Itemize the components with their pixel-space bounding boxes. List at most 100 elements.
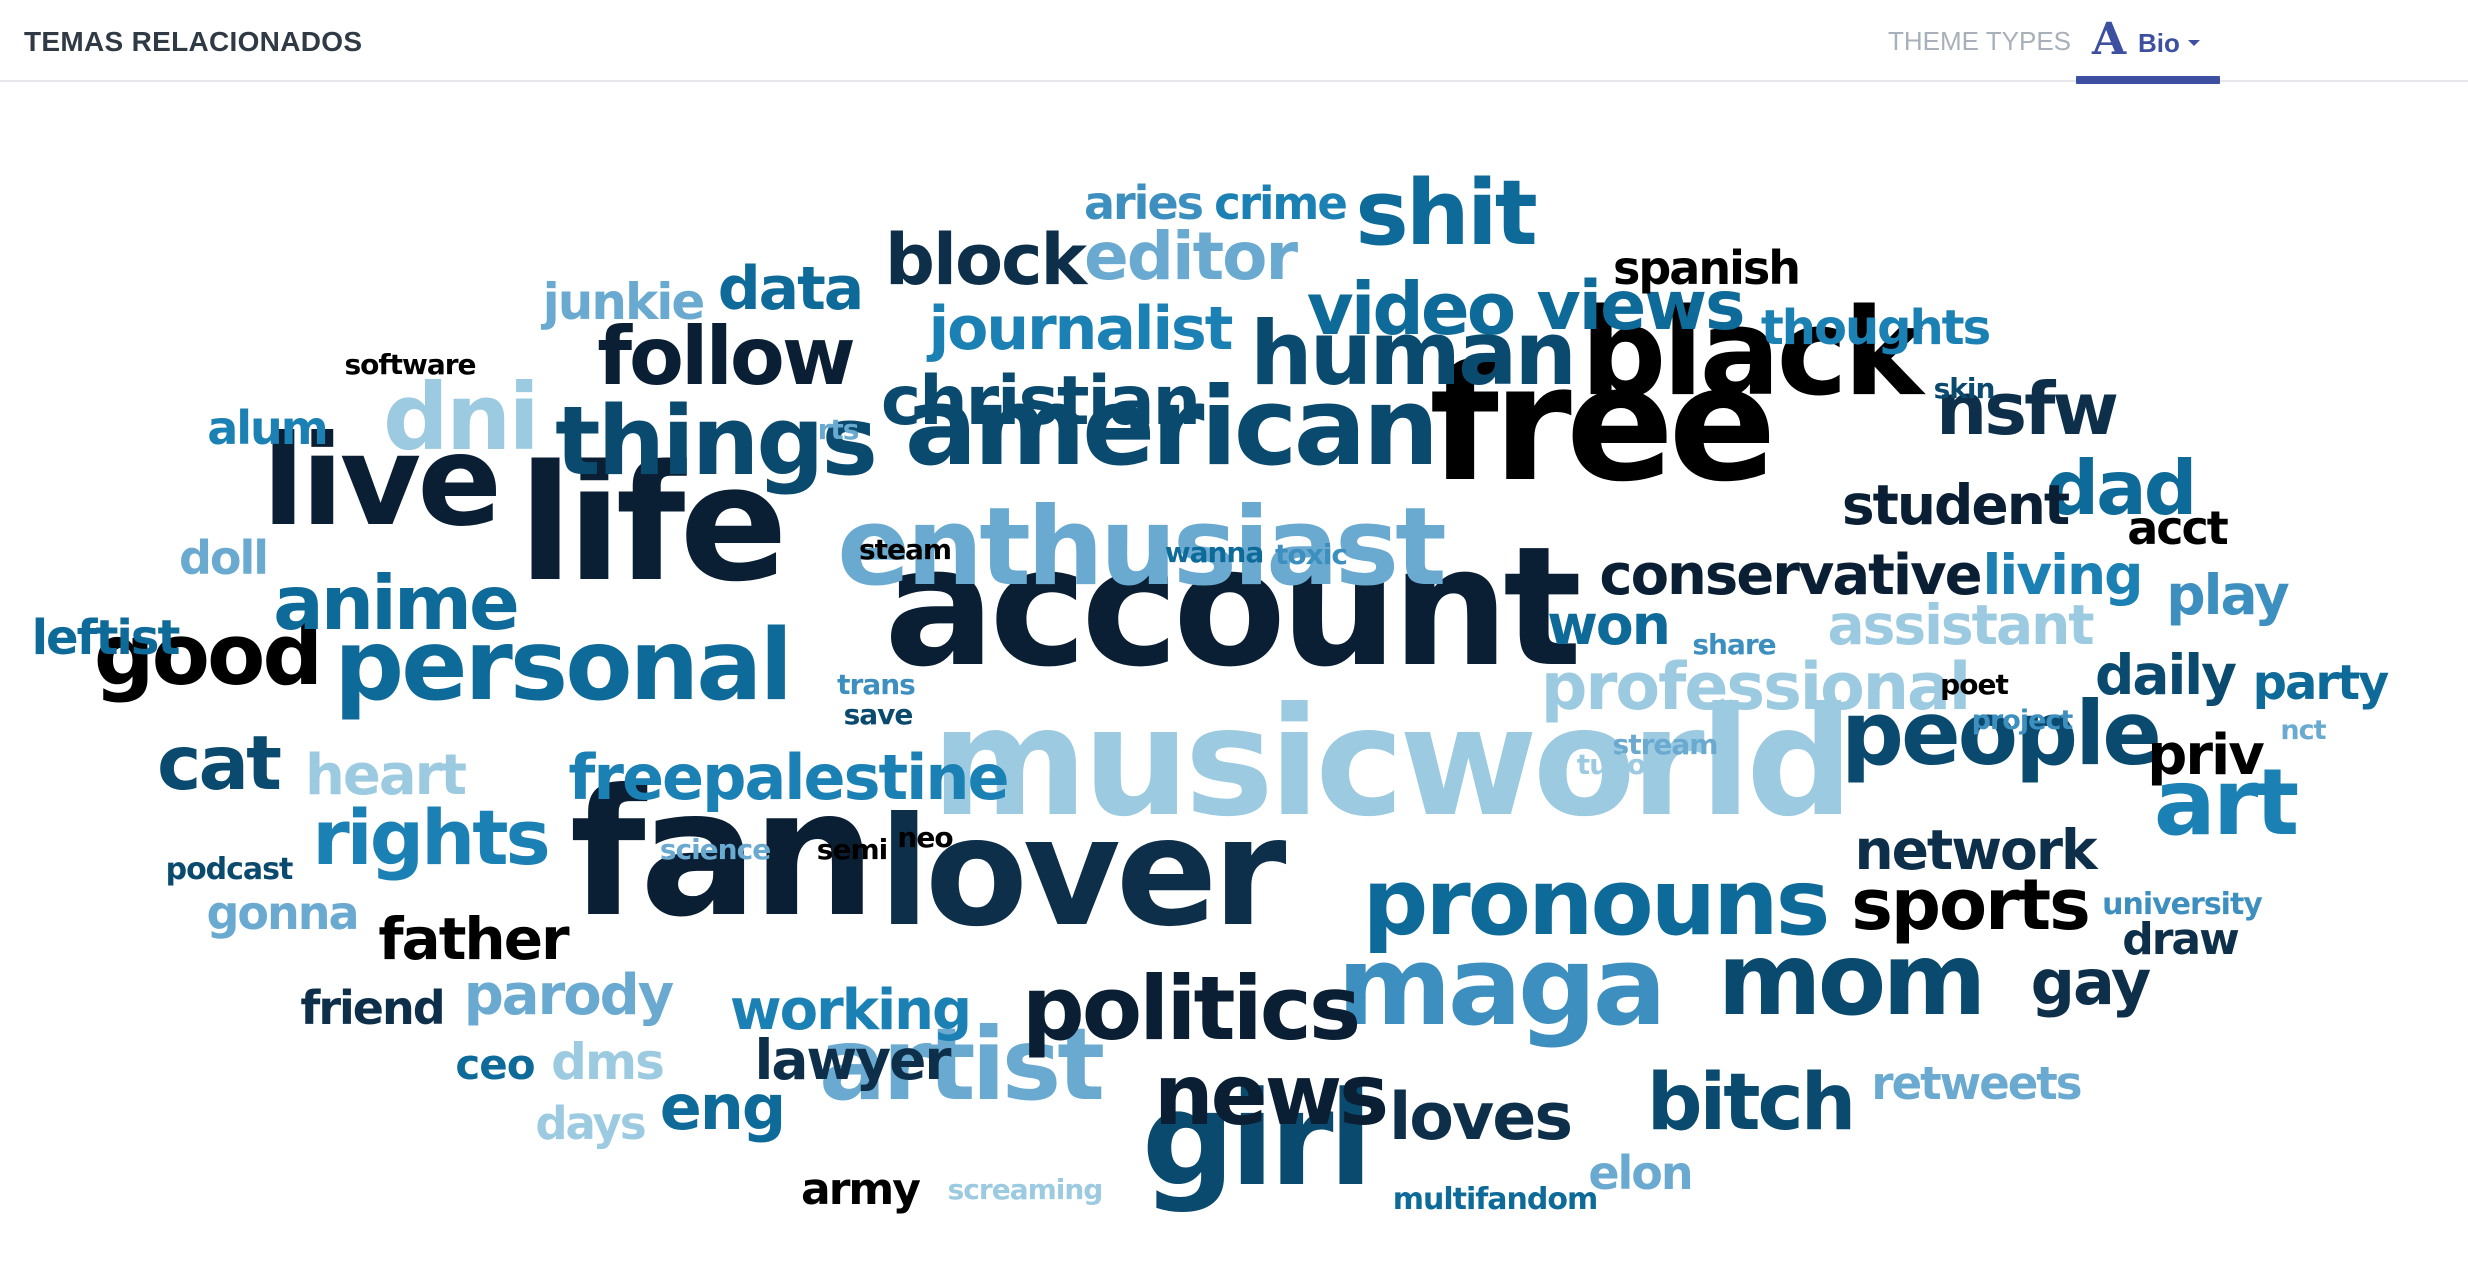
word-cloud-term[interactable]: junkie: [541, 273, 706, 331]
word-cloud-term[interactable]: poet: [1940, 668, 2009, 701]
word-cloud-term[interactable]: ceo: [455, 1040, 535, 1089]
word-cloud-term[interactable]: alum: [207, 401, 329, 455]
word-cloud-term[interactable]: steam: [859, 533, 952, 566]
word-cloud-term[interactable]: personal: [334, 609, 793, 723]
word-cloud-term[interactable]: network: [1854, 818, 2100, 882]
word-cloud-term[interactable]: maga: [1337, 922, 1667, 1050]
word-cloud-term[interactable]: leftist: [32, 610, 182, 666]
word-cloud-term[interactable]: rts: [818, 413, 860, 446]
word-cloud-term[interactable]: fan: [570, 753, 877, 956]
word-cloud-term[interactable]: human: [1250, 302, 1577, 405]
word-cloud-term[interactable]: girl: [1142, 1063, 1373, 1215]
word-cloud-term[interactable]: screaming: [948, 1173, 1104, 1206]
word-cloud-term[interactable]: anime: [273, 559, 520, 647]
word-cloud-term[interactable]: christian: [881, 362, 1201, 441]
word-cloud-term[interactable]: share: [1692, 628, 1776, 661]
word-cloud-term[interactable]: loves: [1389, 1080, 1573, 1155]
word-cloud-term[interactable]: skin: [1934, 372, 1996, 405]
word-cloud-term[interactable]: friend: [300, 981, 445, 1035]
word-cloud-term[interactable]: politics: [1022, 957, 1362, 1060]
word-cloud-term[interactable]: shit: [1355, 161, 1538, 266]
word-cloud-term[interactable]: army: [801, 1164, 922, 1215]
word-cloud-term[interactable]: eng: [660, 1071, 787, 1144]
word-cloud-term[interactable]: aries: [1084, 176, 1205, 230]
word-cloud-term[interactable]: follow: [597, 310, 857, 403]
word-cloud-term[interactable]: save: [844, 698, 914, 731]
word-cloud-term[interactable]: assistant: [1827, 593, 2096, 657]
word-cloud-term[interactable]: student: [1842, 473, 2072, 537]
word-cloud-term[interactable]: account: [884, 511, 1585, 703]
word-cloud-term[interactable]: mom: [1717, 921, 1986, 1038]
word-cloud-term[interactable]: retweets: [1871, 1057, 2082, 1110]
word-cloud-term[interactable]: living: [1983, 543, 2144, 607]
word-cloud-term[interactable]: working: [730, 978, 972, 1043]
word-cloud-term[interactable]: lover: [879, 786, 1292, 960]
word-cloud-term[interactable]: block: [885, 219, 1091, 301]
word-cloud-term[interactable]: doll: [179, 531, 269, 585]
word-cloud-term[interactable]: wanna: [1165, 536, 1265, 569]
word-cloud-term[interactable]: news: [1154, 1046, 1389, 1144]
word-cloud-term[interactable]: bitch: [1647, 1058, 1857, 1148]
word-cloud-term[interactable]: artist: [819, 1006, 1107, 1123]
word-cloud-term[interactable]: won: [1547, 593, 1671, 657]
word-cloud-term[interactable]: acct: [2127, 501, 2230, 555]
word-cloud-term[interactable]: lawyer: [754, 1028, 953, 1092]
word-cloud-term[interactable]: musicworld: [931, 676, 1853, 850]
word-cloud-term[interactable]: black: [1581, 284, 1931, 423]
word-cloud-term[interactable]: play: [2166, 563, 2291, 627]
word-cloud-term[interactable]: freepalestine: [568, 741, 1009, 814]
word-cloud-term[interactable]: video: [1307, 267, 1517, 351]
word-cloud-term[interactable]: podcast: [166, 852, 294, 887]
word-cloud-term[interactable]: live: [262, 409, 502, 554]
word-cloud-term[interactable]: rights: [312, 793, 551, 882]
word-cloud-term[interactable]: science: [660, 833, 771, 866]
word-cloud-term[interactable]: gay: [2031, 946, 2153, 1019]
word-cloud-term[interactable]: nsfw: [1936, 367, 2120, 451]
word-cloud-term[interactable]: journalist: [927, 294, 1235, 364]
word-cloud-term[interactable]: toxic: [1275, 538, 1348, 571]
word-cloud-term[interactable]: enthusiast: [837, 485, 1449, 610]
word-cloud-term[interactable]: trans: [837, 668, 916, 701]
word-cloud-term[interactable]: crime: [1214, 177, 1348, 230]
word-cloud-term[interactable]: dms: [551, 1033, 665, 1091]
word-cloud-term[interactable]: things: [555, 387, 878, 497]
word-cloud-term[interactable]: american: [905, 365, 1440, 490]
word-cloud-term[interactable]: party: [2253, 655, 2391, 711]
word-cloud-term[interactable]: project: [1972, 705, 2075, 736]
word-cloud-term[interactable]: dni: [383, 364, 540, 471]
word-cloud-term[interactable]: software: [344, 348, 476, 381]
word-cloud-term[interactable]: pronouns: [1363, 849, 1831, 956]
theme-type-dropdown[interactable]: A Bio: [2076, 0, 2220, 84]
word-cloud-term[interactable]: editor: [1084, 218, 1301, 295]
word-cloud-term[interactable]: priv: [2147, 723, 2266, 788]
word-cloud-term[interactable]: stream: [1613, 728, 1719, 761]
word-cloud-term[interactable]: gonna: [206, 886, 359, 940]
word-cloud-term[interactable]: parody: [464, 963, 676, 1028]
word-cloud-term[interactable]: dad: [2046, 444, 2198, 532]
word-cloud-term[interactable]: university: [2102, 887, 2264, 922]
word-cloud-term[interactable]: days: [535, 1097, 647, 1150]
word-cloud-term[interactable]: elon: [1588, 1146, 1693, 1200]
word-cloud-term[interactable]: tudo: [1577, 748, 1647, 781]
word-cloud-term[interactable]: neo: [897, 821, 954, 854]
word-cloud-term[interactable]: good: [94, 606, 323, 705]
word-cloud-term[interactable]: father: [378, 905, 572, 973]
word-cloud-term[interactable]: draw: [2122, 914, 2241, 965]
word-cloud-term[interactable]: nct: [2280, 715, 2327, 746]
word-cloud-term[interactable]: heart: [305, 743, 468, 808]
word-cloud-term[interactable]: data: [718, 254, 865, 324]
word-cloud-term[interactable]: professional: [1541, 650, 1971, 725]
word-cloud-term[interactable]: daily: [2095, 643, 2238, 707]
word-cloud-term[interactable]: multifandom: [1393, 1182, 1599, 1217]
word-cloud-term[interactable]: conservative: [1599, 543, 1982, 608]
word-cloud-term[interactable]: views: [1536, 267, 1745, 346]
word-cloud-term[interactable]: cat: [157, 719, 284, 807]
word-cloud-term[interactable]: spanish: [1613, 241, 1801, 295]
word-cloud-term[interactable]: people: [1841, 682, 2162, 785]
word-cloud-term[interactable]: life: [518, 430, 788, 617]
word-cloud-term[interactable]: sports: [1851, 864, 2091, 946]
word-cloud-term[interactable]: thoughts: [1761, 300, 1992, 356]
word-cloud-term[interactable]: free: [1429, 330, 1777, 517]
word-cloud-term[interactable]: semi: [817, 833, 888, 866]
word-cloud-term[interactable]: art: [2154, 749, 2300, 856]
